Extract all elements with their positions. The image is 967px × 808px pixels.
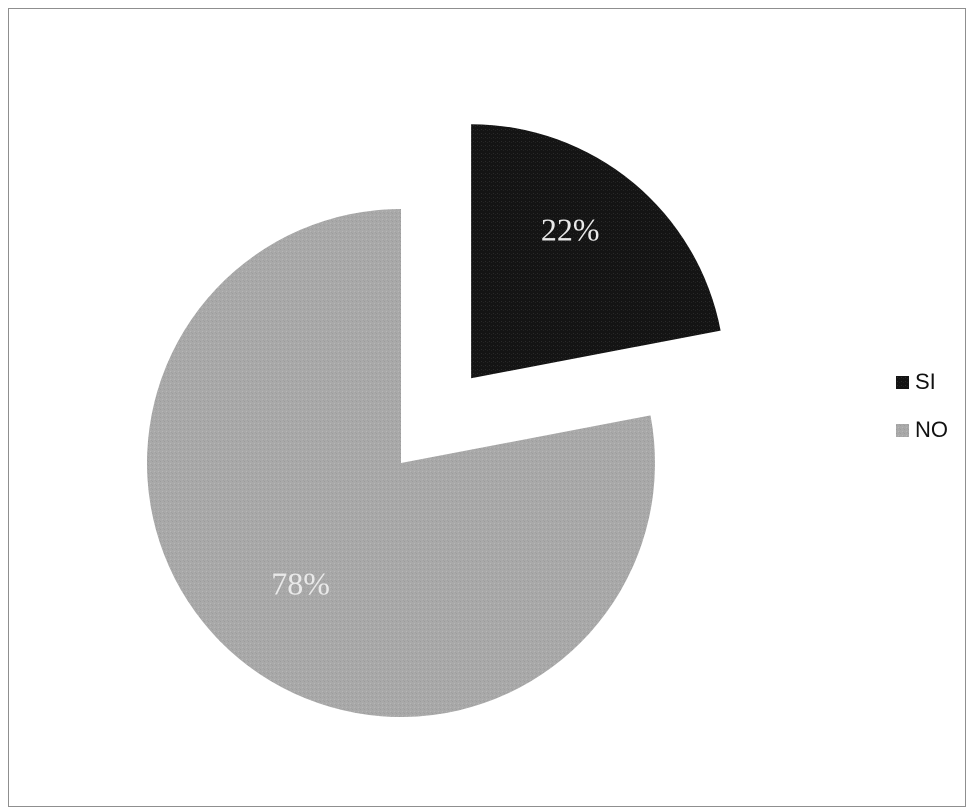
pie-slices [147, 124, 721, 718]
pie-slice-si [471, 124, 721, 379]
pie-slice-labels: 22% 78% [271, 212, 599, 602]
legend: SI NO [896, 369, 948, 442]
legend-item-no: NO [896, 417, 948, 442]
slice-label-no: 78% [271, 565, 330, 601]
legend-item-si: SI [896, 369, 936, 394]
legend-label-no: NO [915, 417, 948, 442]
legend-label-si: SI [915, 369, 936, 394]
slice-label-si: 22% [541, 212, 600, 248]
legend-swatch-si [896, 376, 909, 389]
legend-swatch-no [896, 424, 909, 437]
pie-slice-no [147, 209, 656, 718]
